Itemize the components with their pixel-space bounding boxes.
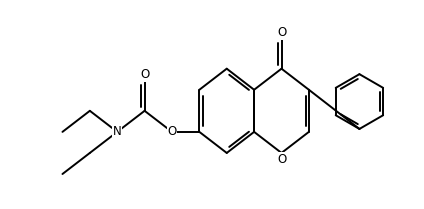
Text: O: O xyxy=(140,68,149,81)
Text: O: O xyxy=(277,26,286,39)
Text: O: O xyxy=(277,153,286,166)
Text: O: O xyxy=(167,125,177,138)
Text: N: N xyxy=(113,125,122,138)
